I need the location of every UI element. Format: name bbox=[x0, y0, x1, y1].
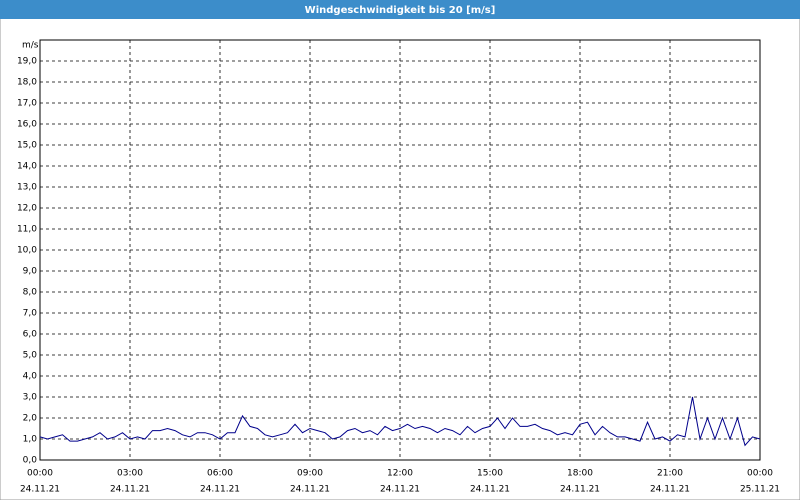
y-tick-label: 0,0 bbox=[23, 456, 38, 466]
x-tick-label: 00:00 bbox=[747, 469, 773, 479]
x-tick-date: 24.11.21 bbox=[560, 485, 600, 495]
y-tick-label: 13,0 bbox=[17, 183, 37, 193]
y-tick-label: 14,0 bbox=[17, 162, 37, 172]
x-tick-date: 24.11.21 bbox=[470, 485, 510, 495]
x-tick-label: 15:00 bbox=[477, 469, 503, 479]
y-tick-label: 4,0 bbox=[23, 372, 38, 382]
x-tick-label: 18:00 bbox=[567, 469, 593, 479]
y-tick-label: 17,0 bbox=[17, 99, 37, 109]
chart-title: Windgeschwindigkeit bis 20 [m/s] bbox=[305, 5, 496, 16]
y-unit: m/s bbox=[22, 41, 39, 51]
x-tick-label: 03:00 bbox=[117, 469, 143, 479]
title-bar bbox=[0, 0, 800, 19]
y-tick-label: 2,0 bbox=[23, 414, 38, 424]
y-tick-label: 15,0 bbox=[17, 141, 37, 151]
x-tick-date: 24.11.21 bbox=[110, 485, 150, 495]
y-tick-label: 1,0 bbox=[23, 435, 38, 445]
y-tick-label: 7,0 bbox=[23, 309, 38, 319]
x-tick-label: 21:00 bbox=[657, 469, 683, 479]
x-tick-label: 00:00 bbox=[27, 469, 53, 479]
y-tick-label: 11,0 bbox=[17, 225, 37, 235]
plot-border bbox=[39, 39, 761, 461]
x-tick-label: 06:00 bbox=[207, 469, 233, 479]
y-tick-label: 16,0 bbox=[17, 120, 37, 130]
x-tick-date: 24.11.21 bbox=[380, 485, 420, 495]
y-tick-label: 12,0 bbox=[17, 204, 37, 214]
y-tick-label: 6,0 bbox=[23, 330, 38, 340]
y-tick-label: 18,0 bbox=[17, 78, 37, 88]
x-tick-date: 24.11.21 bbox=[200, 485, 240, 495]
y-tick-label: 9,0 bbox=[23, 267, 38, 277]
y-tick-label: 5,0 bbox=[23, 351, 38, 361]
y-tick-label: 10,0 bbox=[17, 246, 37, 256]
x-tick-date: 24.11.21 bbox=[20, 485, 60, 495]
y-tick-label: 19,0 bbox=[17, 57, 37, 67]
wind-line bbox=[39, 396, 761, 447]
y-tick-label: 3,0 bbox=[23, 393, 38, 403]
x-tick-label: 09:00 bbox=[297, 469, 323, 479]
x-tick-date: 24.11.21 bbox=[290, 485, 330, 495]
y-tick-label: 8,0 bbox=[23, 288, 38, 298]
x-tick-date: 24.11.21 bbox=[650, 485, 690, 495]
x-tick-label: 12:00 bbox=[387, 469, 413, 479]
x-tick-date: 25.11.21 bbox=[740, 485, 780, 495]
